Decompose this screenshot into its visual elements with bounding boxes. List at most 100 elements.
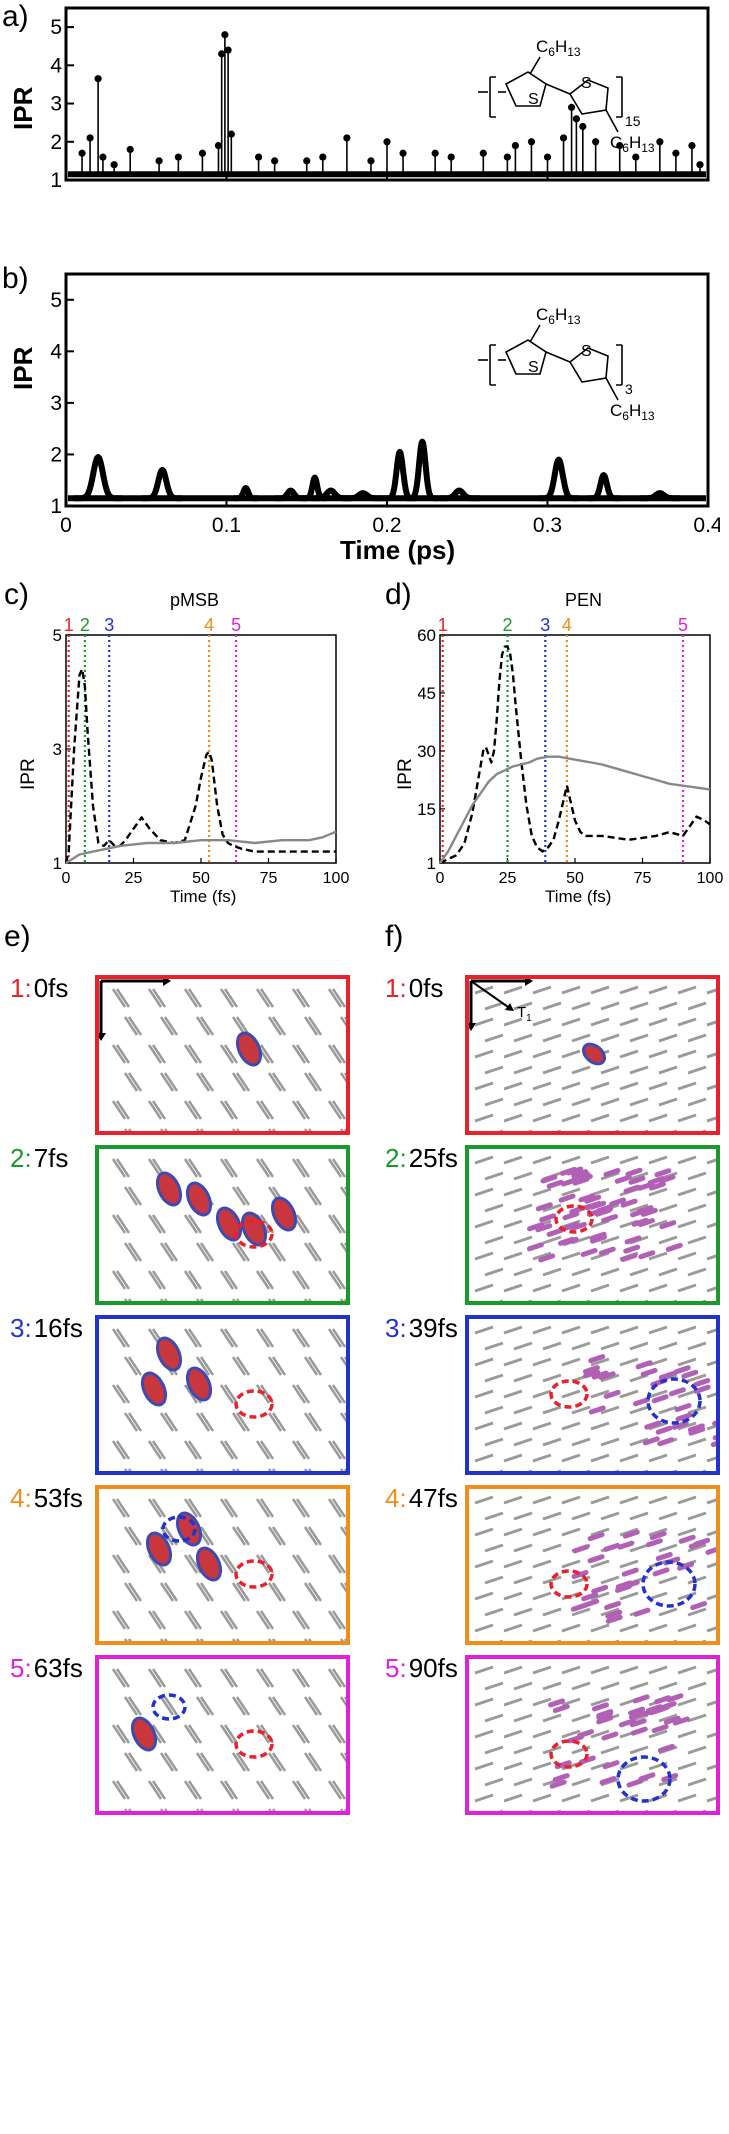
molecule-f-3-46 [513,1405,533,1415]
excitation-cloud-f-5-23 [618,1718,636,1728]
molecule-e-1-24 [231,1072,251,1092]
excitation-blob-e-2-0 [155,1171,183,1207]
excitation-cloud-f-2-55 [609,1197,627,1207]
molecule-f-4-19 [503,1527,523,1537]
molecule-e-3-32 [255,1440,275,1460]
excitation-cloud-f-5-21 [645,1704,663,1714]
molecule-f-1-54 [474,1081,494,1091]
spike-point-a-30 [567,103,576,111]
peak-b-1 [140,466,185,502]
excitation-cloud-f-5-31 [663,1715,681,1725]
excitation-cloud-f-4-9 [603,1542,621,1552]
molecule-e-3-29 [147,1440,167,1460]
molecule-f-4-7 [677,1495,697,1505]
molecule-f-4-63 [484,1607,504,1617]
molecule-f-5-38 [532,1729,552,1739]
excitation-cloud-f-2-27 [598,1246,616,1256]
molecule-f-5-37 [503,1729,523,1739]
molecule-f-3-40 [590,1389,610,1399]
molecule-f-1-80 [706,1116,716,1123]
marker-label-c-2: 2 [80,615,90,635]
excitation-cloud-f-2-31 [562,1221,580,1231]
molecule-f-3-26 [706,1360,716,1367]
excitation-cloud-f-2-45 [636,1205,654,1215]
peak-site-ring-f-3 [646,1377,702,1425]
molecule-f-4-1 [503,1495,523,1505]
molecule-f-5-11 [542,1681,562,1691]
molecule-f-2-74 [532,1283,552,1293]
molecule-e-3-13 [339,1356,346,1367]
excitation-blob-e-2-1 [185,1181,213,1217]
molecule-f-3-3 [561,1325,581,1335]
molecule-f-4-16 [687,1511,707,1521]
molecule-e-3-24 [231,1412,251,1432]
initial-site-ring-f-5 [549,1739,589,1769]
molecule-e-5-14 [111,1724,131,1744]
molecule-f-1-22 [590,1017,610,1027]
xtick-label-d-4: 100 [697,870,724,885]
molecule-f-3-86 [643,1469,648,1471]
molecule-f-5-1 [503,1665,523,1675]
molecule-f-1-72 [474,1113,494,1123]
molecule-f-4-35 [717,1545,720,1551]
chain-label-bottom-b: C6H13 [610,401,655,423]
excitation-cloud-f-2-38 [589,1234,607,1244]
molecule-e-1-0 [111,988,131,1008]
molecule-e-4-17 [219,1554,239,1574]
molecule-f-3-16 [687,1341,707,1351]
spike-point-a-12 [224,46,232,54]
molecule-e-3-39 [267,1468,276,1471]
molecule-f-4-78 [648,1623,668,1633]
snapshot-num-f: 2: [385,1143,407,1173]
molecule-e-2-40 [303,1298,312,1301]
molecule-e-3-14 [111,1384,131,1404]
spike-point-a-31 [572,115,580,123]
excitation-cloud-f-4-29 [581,1592,599,1602]
snapshot-time-f: 39 [408,1313,438,1343]
excitation-cloud-f-3-21 [644,1420,662,1430]
molecule-e-4-30 [183,1610,203,1630]
molecule-f-3-11 [542,1341,562,1351]
molecule-f-3-61 [677,1421,697,1431]
molecule-f-3-36 [474,1389,494,1399]
molecule-f-3-0 [474,1325,494,1335]
molecule-e-3-11 [267,1356,287,1376]
molecule-f-1-59 [619,1081,639,1091]
molecule-e-5-4 [255,1668,275,1688]
excitation-cloud-f-4-14 [678,1534,696,1544]
molecule-f-2-79 [677,1283,697,1293]
initial-site-ring-e-4 [234,1559,274,1589]
spike-point-a-23 [447,153,455,161]
snapshot-label-f-1: 1:0fs [385,973,443,1004]
molecule-e-4-20 [327,1554,346,1574]
molecule-f-1-79 [677,1113,697,1123]
molecule-f-1-12 [571,1001,591,1011]
molecule-f-2-76 [590,1283,610,1293]
excitation-blob-e-3-0 [155,1336,183,1372]
molecule-f-3-78 [648,1453,668,1463]
excitation-cloud-f-4-17 [571,1569,589,1579]
molecule-e-4-37 [195,1638,204,1641]
spike-point-a-39 [696,161,704,169]
xtick-label-c-3: 75 [260,870,278,885]
molecule-f-1-28 [513,1033,533,1043]
molecule-f-1-64 [513,1097,533,1107]
molecule-f-1-33 [658,1033,678,1043]
molecule-f-5-20 [532,1697,552,1707]
molecule-f-5-80 [706,1796,716,1803]
excitation-cloud-f-5-16 [599,1775,617,1785]
molecule-f-5-40 [590,1729,610,1739]
excitation-cloud-f-5-28 [578,1755,596,1765]
molecule-f-1-34 [687,1033,707,1043]
excitation-cloud-f-2-4 [620,1252,638,1262]
molecule-e-3-4 [255,1328,275,1348]
molecule-f-5-63 [484,1777,504,1787]
molecule-f-5-15 [658,1681,678,1691]
molecule-f-4-45 [484,1575,504,1585]
molecule-f-2-73 [503,1283,523,1293]
molecule-e-5-6 [327,1668,346,1688]
molecule-f-1-41 [619,1049,639,1059]
molecule-f-5-52 [687,1745,707,1755]
molecule-e-3-21 [123,1412,143,1432]
